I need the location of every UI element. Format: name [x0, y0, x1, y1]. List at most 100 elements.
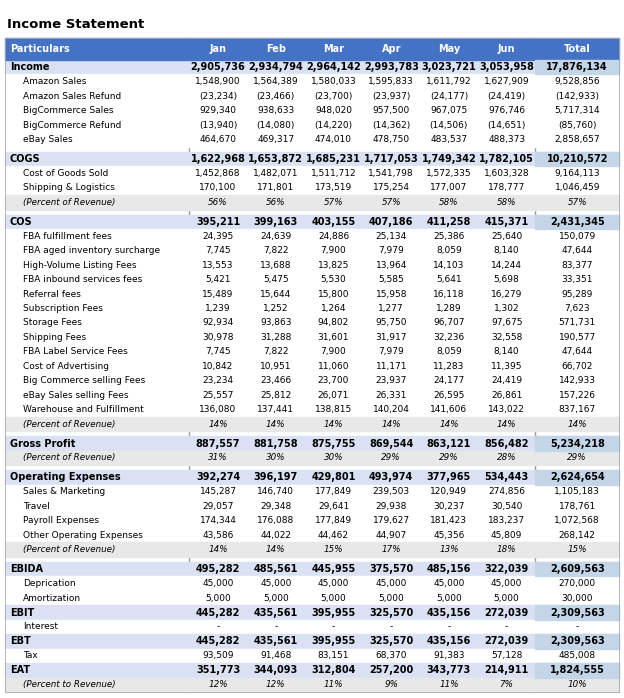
Text: 435,156: 435,156	[427, 607, 471, 618]
Text: 322,039: 322,039	[484, 564, 529, 574]
Text: 1,239: 1,239	[205, 304, 231, 313]
Text: 478,750: 478,750	[373, 135, 410, 144]
Text: 5,000: 5,000	[436, 593, 462, 602]
Text: 375,570: 375,570	[369, 564, 413, 574]
Text: 91,468: 91,468	[260, 651, 291, 660]
Text: 14%: 14%	[381, 419, 401, 429]
Text: 9,164,113: 9,164,113	[555, 169, 600, 178]
Text: 18%: 18%	[497, 545, 517, 554]
Text: 30,978: 30,978	[202, 333, 234, 342]
Text: 5,000: 5,000	[378, 593, 404, 602]
Text: 5,421: 5,421	[205, 275, 231, 284]
Text: Big Commerce selling Fees: Big Commerce selling Fees	[23, 376, 145, 385]
Text: 1,046,459: 1,046,459	[555, 184, 600, 193]
Text: Cost of Advertising: Cost of Advertising	[23, 362, 109, 371]
Text: 26,331: 26,331	[376, 391, 407, 400]
Text: BigCommerce Sales: BigCommerce Sales	[23, 106, 114, 115]
Text: May: May	[438, 44, 460, 54]
Text: 30,237: 30,237	[433, 502, 465, 511]
Text: 25,640: 25,640	[491, 232, 522, 241]
Text: 25,386: 25,386	[433, 232, 465, 241]
Text: 145,287: 145,287	[200, 487, 236, 496]
Text: 29%: 29%	[381, 454, 401, 463]
Text: 96,707: 96,707	[433, 318, 465, 327]
Text: 268,142: 268,142	[559, 530, 596, 540]
Text: 30%: 30%	[266, 454, 286, 463]
Text: Travel: Travel	[23, 502, 50, 511]
Text: 485,561: 485,561	[253, 564, 298, 574]
Text: 15,644: 15,644	[260, 290, 291, 299]
Text: 44,462: 44,462	[318, 530, 349, 540]
Text: 14%: 14%	[266, 545, 286, 554]
Text: 3,053,958: 3,053,958	[479, 62, 534, 72]
Text: 1,717,053: 1,717,053	[364, 154, 419, 164]
Text: 2,905,736: 2,905,736	[191, 62, 245, 72]
Text: 1,653,872: 1,653,872	[248, 154, 303, 164]
Text: 2,609,563: 2,609,563	[550, 564, 605, 574]
Text: (Percent to Revenue): (Percent to Revenue)	[23, 681, 115, 689]
Text: 1,252: 1,252	[263, 304, 288, 313]
Text: 5,717,314: 5,717,314	[555, 106, 600, 115]
Text: (142,933): (142,933)	[555, 91, 599, 101]
Text: 2,309,563: 2,309,563	[550, 637, 605, 646]
Text: 23,937: 23,937	[376, 376, 407, 385]
Text: -: -	[217, 623, 220, 632]
Text: 5,000: 5,000	[494, 593, 520, 602]
Text: 45,000: 45,000	[376, 579, 407, 588]
Text: 2,993,783: 2,993,783	[364, 62, 419, 72]
Text: 178,761: 178,761	[558, 502, 596, 511]
Text: Amazon Sales Refund: Amazon Sales Refund	[23, 91, 121, 101]
Text: 445,955: 445,955	[311, 564, 356, 574]
Text: 3,023,721: 3,023,721	[422, 62, 476, 72]
Text: 13,688: 13,688	[260, 260, 291, 269]
Text: 15%: 15%	[567, 545, 587, 554]
Text: 12%: 12%	[266, 681, 286, 689]
Text: 2,624,654: 2,624,654	[550, 473, 605, 482]
Text: 411,258: 411,258	[427, 217, 471, 227]
Text: 10,951: 10,951	[260, 362, 291, 371]
Text: 1,572,335: 1,572,335	[426, 169, 472, 178]
Text: 136,080: 136,080	[200, 405, 236, 414]
Text: 534,443: 534,443	[484, 473, 529, 482]
Text: (24,177): (24,177)	[430, 91, 468, 101]
Text: 140,204: 140,204	[373, 405, 409, 414]
Text: 14%: 14%	[497, 419, 517, 429]
Text: 66,702: 66,702	[562, 362, 593, 371]
Text: 469,317: 469,317	[257, 135, 295, 144]
Text: 91,383: 91,383	[433, 651, 465, 660]
Text: 190,577: 190,577	[558, 333, 596, 342]
Text: 957,500: 957,500	[373, 106, 410, 115]
Text: 8,140: 8,140	[494, 246, 519, 255]
Text: 33,351: 33,351	[562, 275, 593, 284]
Text: Referral fees: Referral fees	[23, 290, 81, 299]
Text: EBIDA: EBIDA	[10, 564, 43, 574]
Text: Income: Income	[10, 62, 49, 72]
Text: 407,186: 407,186	[369, 217, 413, 227]
Text: (23,700): (23,700)	[314, 91, 353, 101]
Text: 976,746: 976,746	[488, 106, 525, 115]
Text: FBA aged inventory surcharge: FBA aged inventory surcharge	[23, 246, 160, 255]
Text: 95,750: 95,750	[376, 318, 407, 327]
Text: 435,561: 435,561	[253, 637, 298, 646]
Text: FBA fulfillment fees: FBA fulfillment fees	[23, 232, 112, 241]
Text: 93,509: 93,509	[202, 651, 234, 660]
Text: 1,782,105: 1,782,105	[479, 154, 534, 164]
Text: 392,274: 392,274	[196, 473, 240, 482]
Text: 58%: 58%	[497, 198, 517, 207]
Text: 15%: 15%	[324, 545, 343, 554]
Text: 837,167: 837,167	[558, 405, 596, 414]
Text: 13,825: 13,825	[318, 260, 349, 269]
Text: 8,059: 8,059	[436, 246, 462, 255]
Text: -: -	[274, 623, 278, 632]
Text: (Percent of Revenue): (Percent of Revenue)	[23, 454, 115, 463]
Text: 1,105,183: 1,105,183	[554, 487, 600, 496]
Text: 14%: 14%	[208, 419, 228, 429]
Text: Shipping Fees: Shipping Fees	[23, 333, 86, 342]
Text: 395,211: 395,211	[196, 217, 240, 227]
Text: 7,900: 7,900	[321, 246, 346, 255]
Text: -: -	[505, 623, 509, 632]
Text: 43,586: 43,586	[202, 530, 234, 540]
Text: 445,282: 445,282	[196, 637, 240, 646]
Text: 395,955: 395,955	[311, 607, 356, 618]
Text: 13,964: 13,964	[376, 260, 407, 269]
